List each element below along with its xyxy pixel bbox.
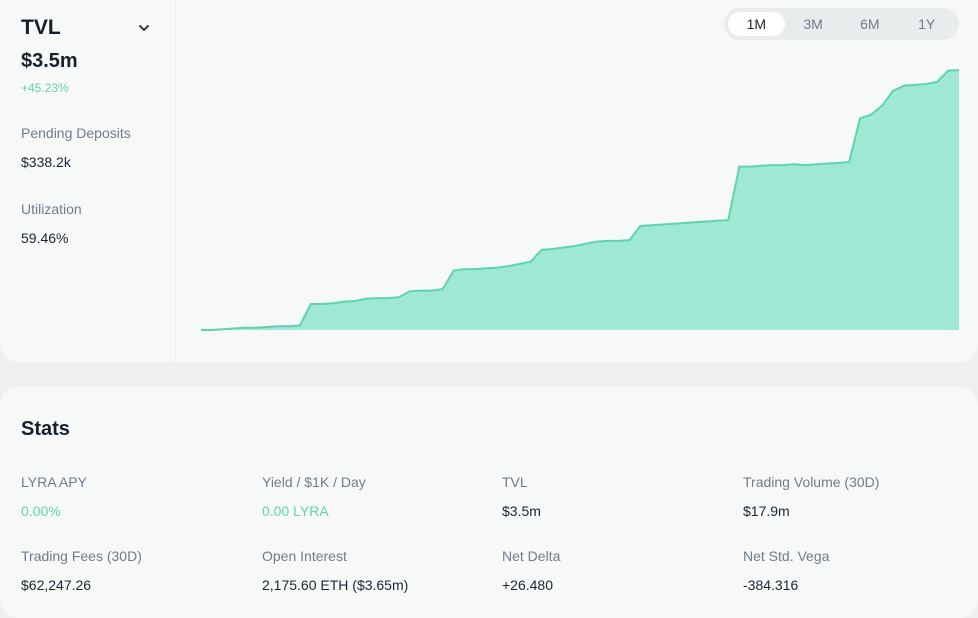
tab-6m[interactable]: 6M [860, 16, 880, 32]
pending-deposits-value: $338.2k [21, 154, 71, 170]
stat-label-tvl: TVL [502, 474, 528, 490]
stat-value-net-delta: +26.480 [502, 577, 553, 593]
metric-title: TVL [21, 16, 61, 39]
stat-value-trading-fees: $62,247.26 [21, 577, 92, 593]
tvl-change: +45.23% [21, 81, 69, 95]
metric-selector[interactable]: TVL [21, 14, 151, 42]
stat-label-yield: Yield / $1K / Day [262, 474, 366, 490]
stat-value-tvl: $3.5m [502, 503, 541, 519]
utilization-label: Utilization [21, 201, 82, 217]
tvl-chart-card: TVL $3.5m +45.23% Pending Deposits $338.… [0, 0, 960, 362]
time-range-tabs: 1M 3M 6M 1Y [724, 8, 959, 40]
tvl-line [201, 69, 960, 331]
stats-card: Stats LYRA APY 0.00% Yield / $1K / Day 0… [0, 387, 978, 618]
tvl-value: $3.5m [21, 50, 78, 72]
tvl-area-chart [201, 69, 960, 331]
stat-value-trading-volume: $17.9m [743, 503, 790, 519]
stat-value-lyra-apy: 0.00% [21, 503, 61, 519]
tvl-area [201, 70, 959, 330]
tab-1y[interactable]: 1Y [918, 16, 936, 32]
stat-label-trading-volume: Trading Volume (30D) [743, 474, 880, 490]
stat-label-net-delta: Net Delta [502, 548, 561, 564]
tab-1m[interactable]: 1M [728, 12, 785, 36]
pending-deposits-label: Pending Deposits [21, 125, 131, 141]
stat-label-open-interest: Open Interest [262, 548, 347, 564]
stat-label-net-std-vega: Net Std. Vega [743, 548, 830, 564]
stat-value-net-std-vega: -384.316 [743, 577, 799, 593]
stat-label-lyra-apy: LYRA APY [21, 474, 87, 490]
stat-value-open-interest: 2,175.60 ETH ($3.65m) [262, 577, 409, 593]
stats-title: Stats [21, 418, 70, 440]
tab-3m[interactable]: 3M [803, 16, 823, 32]
stat-value-yield: 0.00 LYRA [262, 503, 329, 519]
chevron-down-icon [139, 25, 149, 31]
utilization-value: 59.46% [21, 230, 69, 246]
stat-label-trading-fees: Trading Fees (30D) [21, 548, 142, 564]
tvl-summary-panel: TVL $3.5m +45.23% Pending Deposits $338.… [0, 0, 176, 362]
